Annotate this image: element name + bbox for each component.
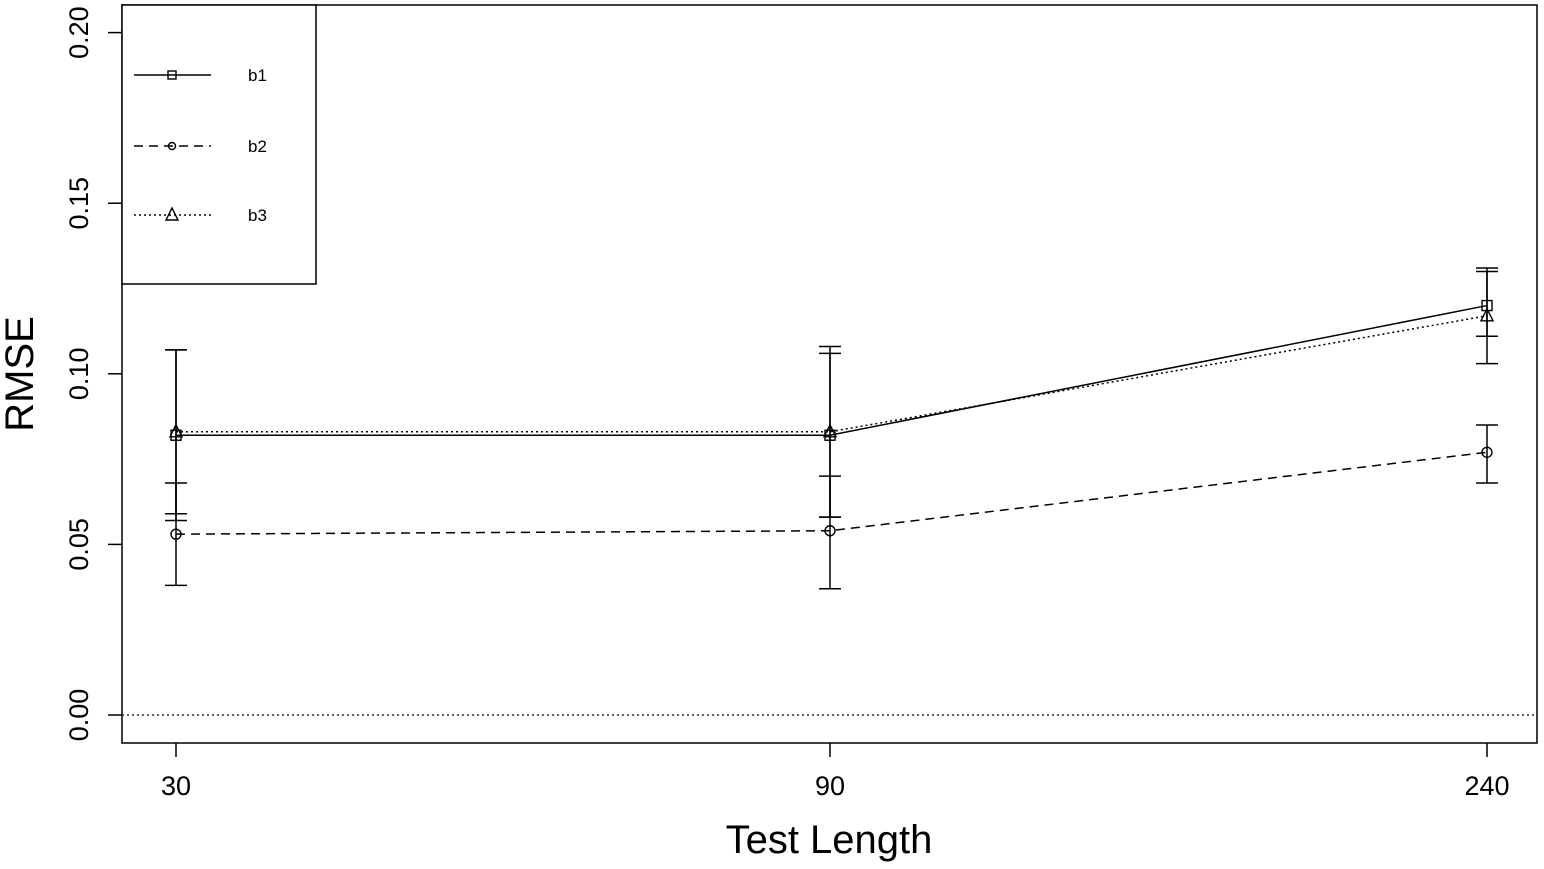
data-point-b3 bbox=[168, 423, 184, 438]
series-b2 bbox=[165, 424, 1498, 590]
series-b3 bbox=[165, 267, 1498, 518]
x-tick-label: 240 bbox=[1464, 771, 1509, 801]
legend: b1 b2 b3 bbox=[121, 4, 317, 285]
x-tick-label: 90 bbox=[815, 771, 845, 801]
legend-label-b3: b3 bbox=[248, 206, 267, 225]
legend-box bbox=[121, 4, 317, 285]
axes: Test Length RMSE 0.00 0.05 0.10 0.15 0.20 30 9… bbox=[0, 6, 1510, 862]
data-point-b2 bbox=[1481, 446, 1493, 458]
data-point-b2 bbox=[170, 528, 182, 540]
legend-label-b1: b1 bbox=[248, 66, 267, 85]
series-line-b2 bbox=[175, 451, 1488, 535]
x-tick-label: 30 bbox=[161, 771, 191, 801]
x-axis-title: Test Length bbox=[726, 818, 933, 862]
y-tick-label: 0.20 bbox=[64, 6, 94, 59]
series-line-b1 bbox=[176, 304, 1488, 436]
legend-label-b2: b2 bbox=[248, 137, 267, 156]
series-line-b3 bbox=[176, 315, 1488, 433]
y-axis-title: RMSE bbox=[0, 316, 42, 432]
y-tick-label: 0.05 bbox=[64, 518, 94, 571]
y-tick-label: 0.00 bbox=[64, 689, 94, 742]
legend-marker-b2 bbox=[167, 141, 177, 151]
data-point-b3 bbox=[822, 423, 838, 438]
y-tick-label: 0.15 bbox=[64, 177, 94, 230]
series-layer bbox=[165, 267, 1498, 590]
data-point-b3 bbox=[1479, 307, 1495, 322]
legend-marker-b1 bbox=[167, 70, 177, 80]
data-point-b2 bbox=[824, 525, 836, 537]
y-tick-label: 0.10 bbox=[64, 348, 94, 401]
series-b1 bbox=[165, 270, 1498, 522]
legend-marker-b3 bbox=[164, 206, 180, 221]
